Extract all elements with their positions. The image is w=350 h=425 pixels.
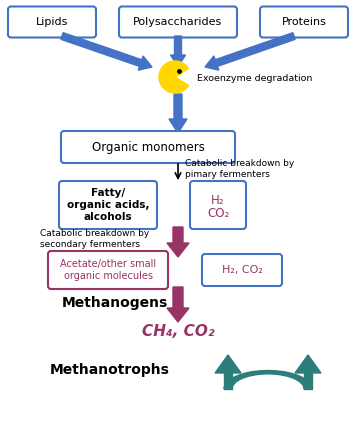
FancyBboxPatch shape [119,6,237,37]
Text: Catabolic breakdown by
pimary fermenters: Catabolic breakdown by pimary fermenters [185,159,294,178]
FancyBboxPatch shape [8,6,96,37]
FancyBboxPatch shape [48,251,168,289]
Text: CH₄, CO₂: CH₄, CO₂ [142,325,214,340]
FancyBboxPatch shape [202,254,282,286]
Polygon shape [169,94,187,133]
Text: H₂: H₂ [211,193,225,207]
Text: Lipids: Lipids [36,17,68,27]
Polygon shape [215,355,241,373]
FancyBboxPatch shape [59,181,157,229]
Text: Exoenzyme degradation: Exoenzyme degradation [197,74,312,82]
FancyBboxPatch shape [61,131,235,163]
Text: Fatty/
organic acids,
alcohols: Fatty/ organic acids, alcohols [67,188,149,221]
Polygon shape [167,287,189,322]
Text: Methanotrophs: Methanotrophs [50,363,170,377]
Polygon shape [304,373,312,389]
Text: Organic monomers: Organic monomers [92,141,204,153]
FancyBboxPatch shape [190,181,246,229]
FancyBboxPatch shape [260,6,348,37]
Text: H₂, CO₂: H₂, CO₂ [222,265,262,275]
Text: Catabolic breakdown by
secondary fermenters: Catabolic breakdown by secondary ferment… [40,230,149,249]
Polygon shape [159,61,189,93]
Polygon shape [295,355,321,373]
Polygon shape [224,373,232,389]
Polygon shape [205,33,295,70]
Polygon shape [170,36,186,67]
Polygon shape [167,227,189,257]
Text: CO₂: CO₂ [207,207,229,219]
Polygon shape [224,371,312,389]
Text: Acetate/other small
organic molecules: Acetate/other small organic molecules [60,259,156,281]
Polygon shape [61,33,152,70]
Text: Methanogens: Methanogens [62,296,168,310]
Text: Polysaccharides: Polysaccharides [133,17,223,27]
Text: Proteins: Proteins [281,17,327,27]
